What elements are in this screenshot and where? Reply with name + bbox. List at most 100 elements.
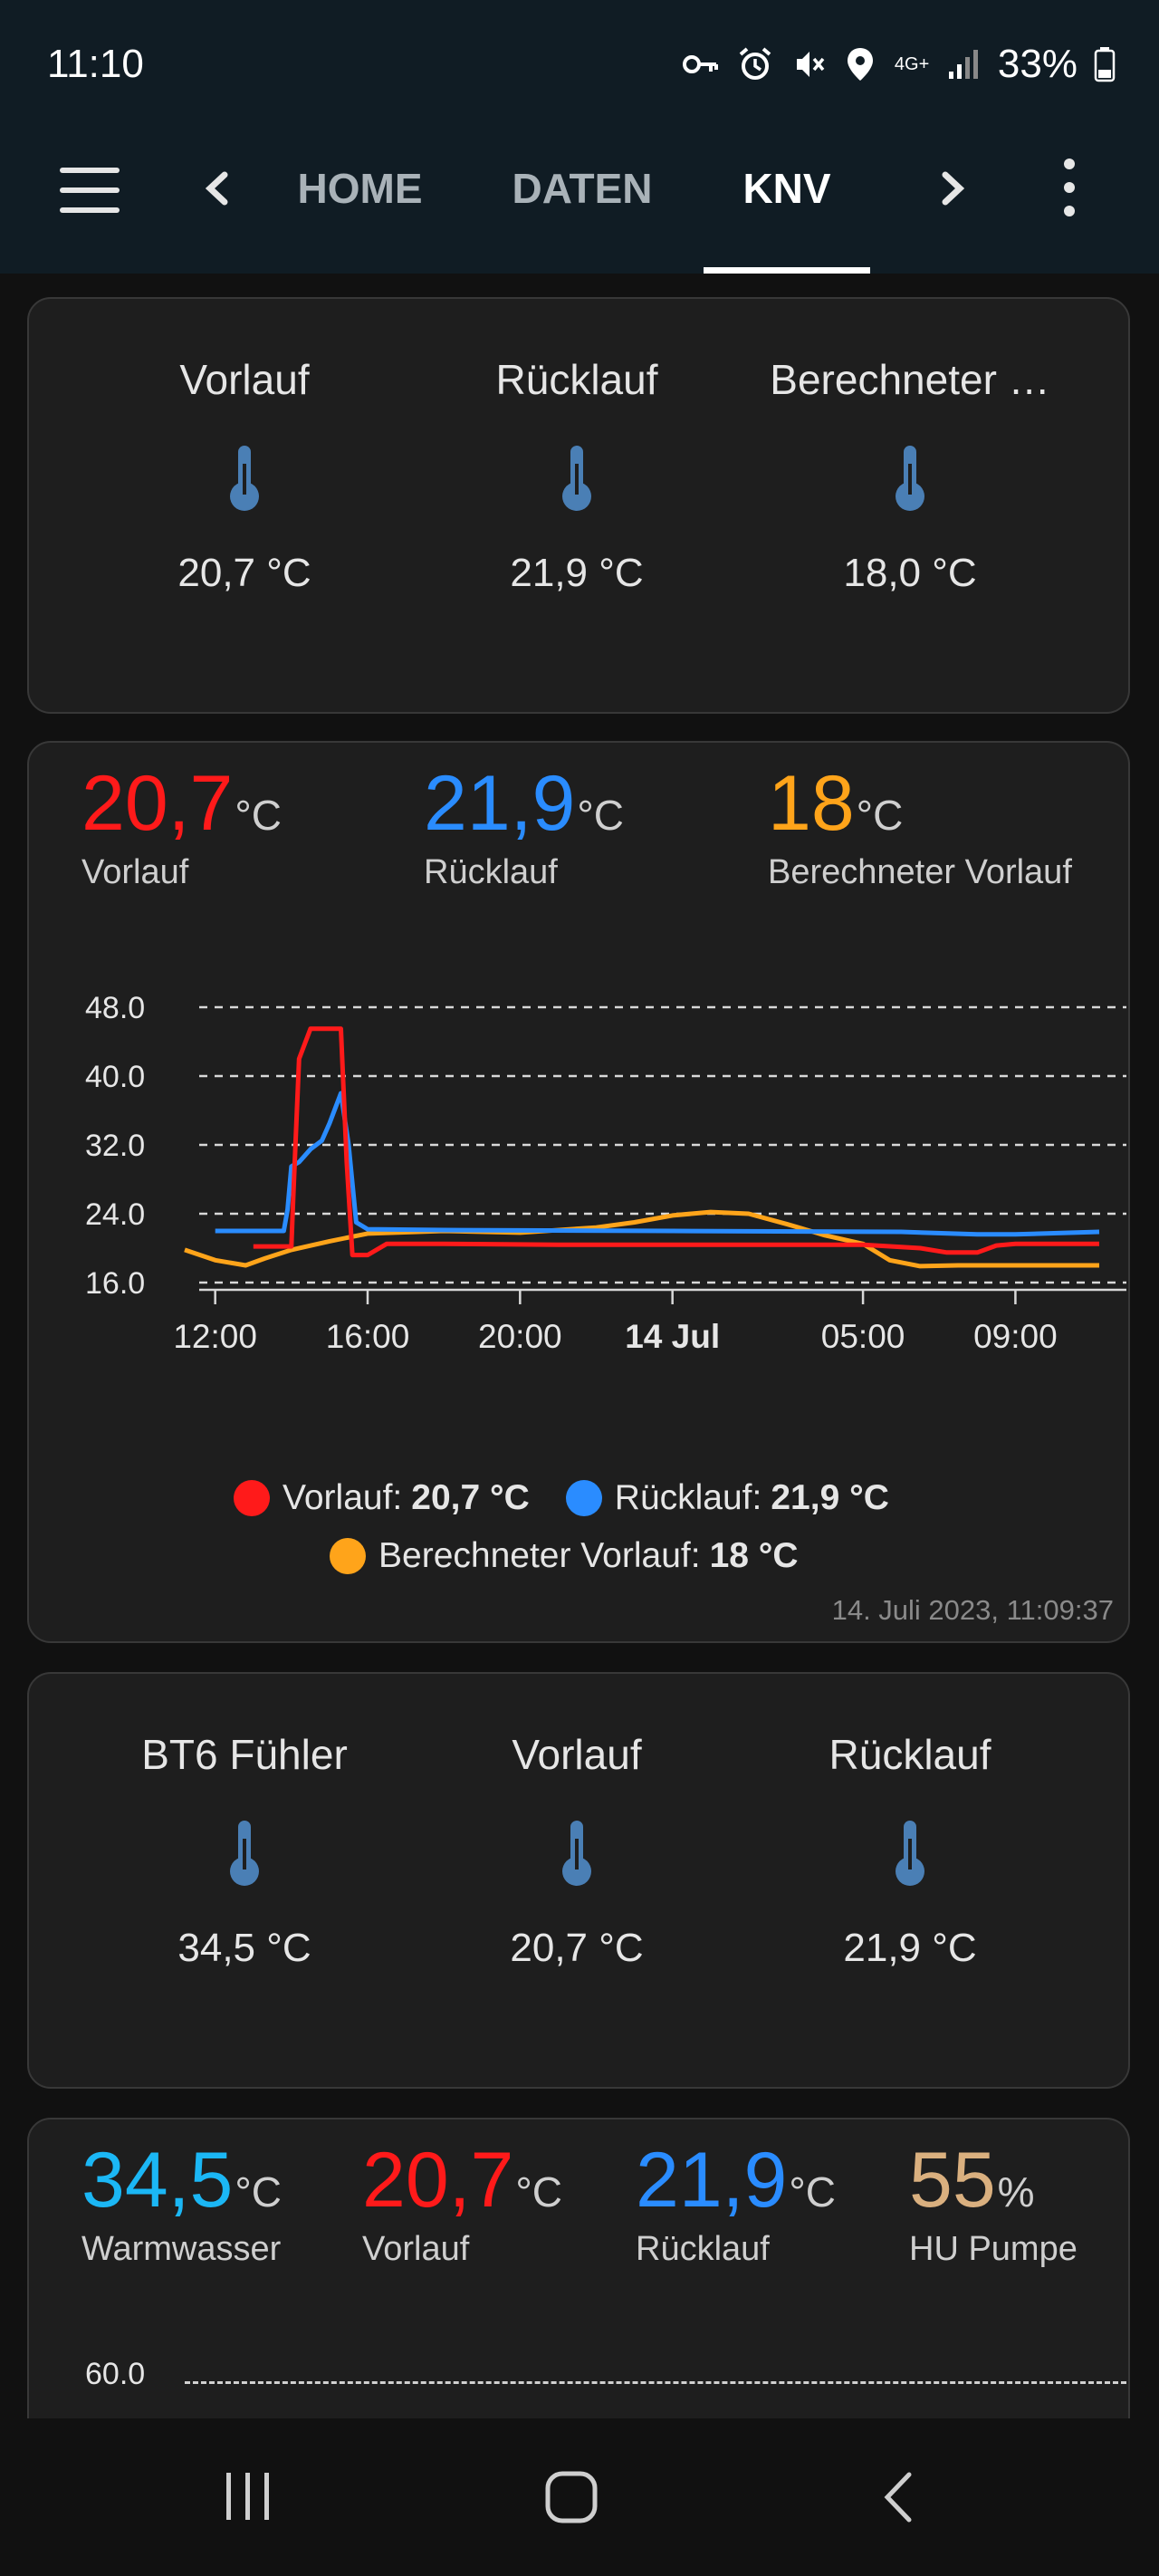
entity-ruecklauf[interactable]: Rücklauf 21,9 °C (427, 355, 726, 596)
legend-row-2: Berechneter Vorlauf: 18 °C (330, 1536, 799, 1576)
entity-name: Rücklauf (495, 356, 658, 403)
tab-knv[interactable]: KNV (742, 165, 831, 212)
legend-value: 20,7 °C (411, 1478, 530, 1517)
legend-label: Berechneter Vorlauf: (378, 1536, 701, 1575)
entity-name: Vorlauf (512, 1731, 642, 1778)
alarm-icon (739, 47, 771, 80)
temperature-line-chart: 48.0 40.0 32.0 24.0 16.0 12:00 16:00 20:00 14 Ju… (85, 991, 1126, 1355)
network-type: 4G+ (894, 54, 930, 74)
stat-value: 21,9 (424, 760, 576, 847)
stat-unit: °C (235, 792, 283, 839)
stat-value: 20,7 (81, 760, 234, 847)
legend-item-ruecklauf[interactable]: Rücklauf: 21,9 °C (565, 1478, 889, 1518)
tab-daten[interactable]: DATEN (512, 165, 653, 212)
legend-dot-icon (234, 1480, 270, 1516)
system-nav-bar (0, 2418, 1159, 2576)
stat-ruecklauf[interactable]: 21,9°C Rücklauf (636, 2139, 836, 2269)
stat-vorlauf[interactable]: 20,7°C Vorlauf (362, 2139, 562, 2269)
stat-value: 20,7 (362, 2137, 514, 2224)
menu-icon[interactable] (60, 168, 120, 213)
legend-label: Vorlauf: (283, 1478, 403, 1517)
x-tick-label: 20:00 (478, 1318, 562, 1355)
entity-value: 21,9 °C (510, 551, 644, 595)
entity-name: Berechneter … (770, 356, 1050, 403)
entity-bt6-fuehler[interactable]: BT6 Fühler 34,5 °C (95, 1730, 394, 1971)
app-bar: HOME DATEN KNV (0, 131, 1159, 274)
y-tick-label: 16.0 (85, 1266, 145, 1301)
thermometer-icon (562, 1821, 591, 1886)
status-time: 11:10 (47, 42, 144, 86)
history-graph-card-1: 20,7°C Vorlauf 21,9°C Rücklauf 18°C Bere… (27, 741, 1130, 1643)
entity-name: Rücklauf (829, 1731, 991, 1778)
entities-card-2: BT6 Fühler 34,5 °C Vorlauf 20,7 °C Rückl… (27, 1672, 1130, 2089)
thermometer-icon (230, 446, 259, 511)
chevron-right-icon[interactable] (925, 157, 980, 220)
entity-value: 20,7 °C (510, 1926, 644, 1970)
entity-value: 34,5 °C (177, 1926, 311, 1970)
back-icon[interactable] (876, 2469, 922, 2525)
stat-ruecklauf[interactable]: 21,9°C Rücklauf (424, 763, 624, 892)
y-tick-label: 48.0 (85, 991, 145, 1025)
stat-name: HU Pumpe (909, 2230, 1078, 2268)
entity-ruecklauf[interactable]: Rücklauf 21,9 °C (761, 1730, 1059, 1971)
thermometer-icon (896, 1821, 924, 1886)
stat-value: 18 (768, 760, 855, 847)
more-vert-icon[interactable] (1056, 155, 1083, 220)
legend-item-vorlauf[interactable]: Vorlauf: 20,7 °C (234, 1478, 530, 1518)
entities-card-1: Vorlauf 20,7 °C Rücklauf 21,9 °C Berechn… (27, 297, 1130, 714)
last-updated-timestamp: 14. Juli 2023, 11:09:37 (831, 1594, 1114, 1626)
stat-name: Rücklauf (636, 2230, 770, 2268)
y-tick-label: 40.0 (85, 1060, 145, 1094)
stat-hu-pumpe[interactable]: 55% HU Pumpe (909, 2139, 1078, 2269)
x-tick-label: 12:00 (173, 1318, 257, 1355)
entity-value: 18,0 °C (843, 551, 977, 595)
entity-value: 20,7 °C (177, 551, 311, 595)
legend-dot-icon (565, 1480, 602, 1516)
stat-name: Rücklauf (424, 853, 558, 891)
chevron-left-icon[interactable] (190, 157, 244, 220)
legend-dot-icon (330, 1538, 366, 1574)
gridline (185, 2381, 1126, 2384)
tab-indicator (704, 267, 870, 274)
stat-unit: °C (515, 2168, 563, 2216)
y-tick-label: 32.0 (85, 1129, 145, 1163)
legend-item-berechneter-vorlauf[interactable]: Berechneter Vorlauf: 18 °C (330, 1536, 799, 1576)
stat-unit: % (997, 2168, 1035, 2216)
recent-apps-icon[interactable] (221, 2469, 275, 2523)
y-tick-label: 24.0 (85, 1197, 145, 1232)
entity-name: BT6 Fühler (141, 1731, 348, 1778)
x-tick-label: 14 Jul (625, 1318, 720, 1355)
legend-label: Rücklauf: (614, 1478, 762, 1517)
legend-value: 21,9 °C (771, 1478, 889, 1517)
home-icon[interactable] (543, 2469, 599, 2525)
stat-name: Vorlauf (81, 853, 189, 891)
stat-vorlauf[interactable]: 20,7°C Vorlauf (81, 763, 282, 892)
stat-name: Berechneter Vorlauf (768, 853, 1072, 891)
entity-value: 21,9 °C (843, 1926, 977, 1970)
thermometer-icon (562, 446, 591, 511)
x-tick-label: 16:00 (326, 1318, 410, 1355)
entity-berechneter-vorlauf[interactable]: Berechneter … 18,0 °C (761, 355, 1059, 596)
stat-unit: °C (235, 2168, 283, 2216)
series-line-berechneter-vorlauf (184, 1209, 1099, 1269)
location-icon (847, 48, 873, 81)
stat-warmwasser[interactable]: 34,5°C Warmwasser (81, 2139, 282, 2269)
stat-name: Vorlauf (362, 2230, 470, 2268)
stat-value: 55 (909, 2137, 996, 2224)
tab-home[interactable]: HOME (297, 165, 423, 212)
key-icon (682, 55, 718, 73)
battery-percent: 33% (997, 42, 1078, 86)
entity-vorlauf[interactable]: Vorlauf 20,7 °C (427, 1730, 726, 1971)
thermometer-icon (230, 1821, 259, 1886)
stat-name: Warmwasser (81, 2230, 282, 2268)
thermometer-icon (896, 446, 924, 511)
status-icons: 4G+ 33% (679, 42, 1116, 87)
battery-icon (1094, 47, 1116, 82)
entity-vorlauf[interactable]: Vorlauf 20,7 °C (95, 355, 394, 596)
legend-row-1: Vorlauf: 20,7 °C Rücklauf: 21,9 °C (234, 1478, 889, 1518)
signal-icon (948, 50, 978, 79)
stat-value: 34,5 (81, 2137, 234, 2224)
stat-berechneter-vorlauf[interactable]: 18°C Berechneter Vorlauf (768, 763, 1072, 892)
x-tick-label: 09:00 (973, 1318, 1058, 1355)
y-tick-label: 60.0 (85, 2357, 146, 2391)
